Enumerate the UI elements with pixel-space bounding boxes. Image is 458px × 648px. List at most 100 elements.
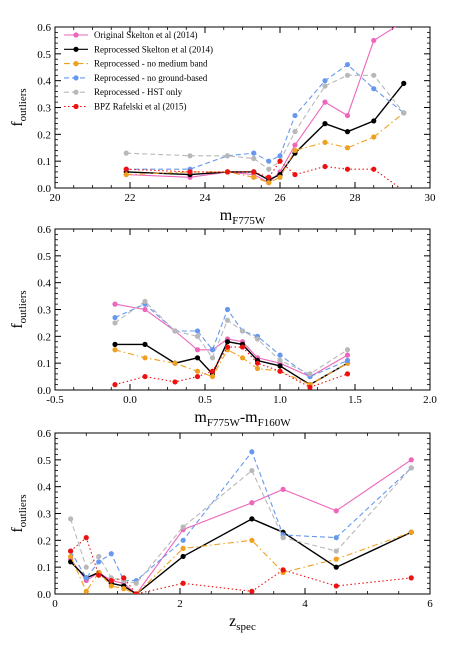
x-axis-label: mF775W bbox=[220, 207, 266, 227]
data-point-bpz-rafelski-et-al-2015 bbox=[280, 567, 286, 573]
data-point-bpz-rafelski-et-al-2015 bbox=[254, 360, 261, 366]
data-point-reprocessed-no-medium-band bbox=[180, 545, 186, 551]
x-tick-label: -0.5 bbox=[46, 394, 64, 406]
x-axis-label: zspec bbox=[229, 613, 256, 633]
data-point-bpz-rafelski-et-al-2015 bbox=[194, 373, 201, 380]
data-point-bpz-rafelski-et-al-2015 bbox=[408, 575, 414, 581]
y-tick-label: 0.5 bbox=[37, 455, 51, 467]
series-line-reprocessed-no-medium-band bbox=[114, 349, 348, 386]
y-tick-label: 0.3 bbox=[37, 509, 51, 521]
data-point-bpz-rafelski-et-al-2015 bbox=[96, 572, 102, 578]
data-point-reprocessed-no-ground-based bbox=[333, 535, 339, 541]
series-line-reprocessed-hst-only bbox=[126, 74, 405, 170]
y-axis-label: foutliers bbox=[9, 494, 29, 532]
data-point-bpz-rafelski-et-al-2015 bbox=[277, 368, 283, 374]
data-point-bpz-rafelski-et-al-2015 bbox=[333, 583, 339, 589]
plot-area bbox=[112, 298, 351, 390]
data-point-bpz-rafelski-et-al-2015 bbox=[142, 373, 148, 380]
data-point-reprocessed-hst-only bbox=[224, 153, 231, 159]
data-point-reprocessed-no-ground-based bbox=[108, 551, 114, 557]
data-point-reprocessed-no-medium-band bbox=[322, 139, 328, 145]
data-point-reprocessed-no-medium-band bbox=[142, 355, 148, 361]
data-point-reprocessed-hst-only bbox=[401, 110, 407, 116]
y-tick-label: 0.6 bbox=[37, 428, 51, 440]
data-point-reprocessed-hst-only bbox=[307, 371, 313, 377]
data-point-reprocessed-hst-only bbox=[344, 347, 351, 353]
data-point-reprocessed-hst-only bbox=[112, 320, 118, 326]
data-point-reprocessed-no-medium-band bbox=[266, 180, 272, 186]
data-point-reprocessed-skelton-et-al-2014 bbox=[112, 341, 118, 347]
legend-label: Reprocessed - no ground-based bbox=[94, 73, 208, 83]
data-point-reprocessed-no-ground-based bbox=[344, 357, 351, 364]
data-point-bpz-rafelski-et-al-2015 bbox=[224, 344, 231, 350]
y-tick-label: 0.1 bbox=[37, 358, 51, 370]
data-point-reprocessed-no-ground-based bbox=[112, 314, 118, 321]
data-point-bpz-rafelski-et-al-2015 bbox=[112, 382, 118, 388]
legend-label: Reprocessed Skelton et al (2014) bbox=[94, 44, 213, 54]
data-point-reprocessed-no-medium-band bbox=[251, 174, 257, 180]
plot-area bbox=[68, 449, 414, 594]
data-point-original-skelton-et-al-2014 bbox=[322, 99, 328, 105]
data-point-bpz-rafelski-et-al-2015 bbox=[307, 384, 313, 390]
data-point-original-skelton-et-al-2014 bbox=[401, 19, 406, 24]
y-tick-label: 0.2 bbox=[37, 535, 51, 547]
legend: Original Skelton et al (2014) Reprocessed… bbox=[64, 30, 213, 112]
legend-marker bbox=[73, 61, 79, 67]
data-point-reprocessed-hst-only bbox=[239, 328, 246, 334]
data-point-reprocessed-no-medium-band bbox=[112, 347, 118, 353]
data-point-bpz-rafelski-et-al-2015 bbox=[292, 171, 298, 178]
data-point-reprocessed-hst-only bbox=[83, 564, 89, 570]
data-point-reprocessed-skelton-et-al-2014 bbox=[180, 553, 186, 560]
series-line-reprocessed-skelton-et-al-2014 bbox=[70, 518, 412, 594]
series-line-reprocessed-no-ground-based bbox=[114, 303, 348, 378]
x-tick-label: 4 bbox=[302, 598, 308, 610]
data-point-reprocessed-no-medium-band bbox=[344, 145, 351, 151]
y-tick-label: 0.4 bbox=[37, 76, 51, 88]
data-point-reprocessed-hst-only bbox=[277, 357, 283, 364]
data-point-reprocessed-no-medium-band bbox=[123, 171, 129, 178]
y-tick-label: 0.1 bbox=[37, 562, 51, 574]
data-point-bpz-rafelski-et-al-2015 bbox=[108, 577, 114, 584]
data-point-bpz-rafelski-et-al-2015 bbox=[172, 379, 178, 385]
data-point-reprocessed-no-medium-band bbox=[68, 553, 74, 560]
data-point-reprocessed-no-medium-band bbox=[254, 365, 261, 372]
data-point-reprocessed-hst-only bbox=[322, 83, 328, 89]
data-point-bpz-rafelski-et-al-2015 bbox=[83, 535, 89, 541]
series-line-reprocessed-skelton-et-al-2014 bbox=[126, 82, 405, 181]
data-point-reprocessed-hst-only bbox=[123, 150, 129, 156]
plot-frame bbox=[54, 432, 431, 595]
data-point-reprocessed-no-ground-based bbox=[277, 352, 283, 358]
x-tick-label: 1.5 bbox=[348, 394, 362, 406]
y-tick-label: 0.1 bbox=[37, 156, 51, 168]
legend-marker bbox=[73, 46, 79, 52]
data-point-bpz-rafelski-et-al-2015 bbox=[401, 188, 406, 193]
data-point-bpz-rafelski-et-al-2015 bbox=[121, 575, 127, 581]
y-tick-label: 0.5 bbox=[37, 251, 51, 263]
data-point-reprocessed-skelton-et-al-2014 bbox=[401, 80, 407, 86]
data-point-reprocessed-hst-only bbox=[333, 548, 339, 554]
y-tick-label: 0.5 bbox=[37, 49, 51, 61]
data-point-bpz-rafelski-et-al-2015 bbox=[277, 158, 283, 164]
data-point-reprocessed-hst-only bbox=[292, 129, 298, 135]
series-line-original-skelton-et-al-2014 bbox=[70, 459, 412, 594]
x-axis-label: mF775W-mF160W bbox=[194, 409, 291, 429]
data-point-reprocessed-hst-only bbox=[254, 336, 261, 342]
data-point-bpz-rafelski-et-al-2015 bbox=[251, 169, 257, 175]
x-tick-label: 22 bbox=[125, 192, 136, 204]
data-point-reprocessed-no-medium-band bbox=[239, 355, 246, 361]
series-line-reprocessed-hst-only bbox=[70, 467, 412, 584]
data-point-reprocessed-skelton-et-al-2014 bbox=[371, 118, 377, 124]
data-point-reprocessed-no-medium-band bbox=[194, 368, 201, 374]
data-point-bpz-rafelski-et-al-2015 bbox=[187, 169, 193, 175]
data-point-reprocessed-hst-only bbox=[280, 535, 286, 541]
data-point-bpz-rafelski-et-al-2015 bbox=[239, 344, 246, 350]
data-point-reprocessed-skelton-et-al-2014 bbox=[277, 363, 283, 369]
data-point-reprocessed-no-medium-band bbox=[108, 583, 114, 589]
data-point-bpz-rafelski-et-al-2015 bbox=[322, 163, 328, 170]
data-point-bpz-rafelski-et-al-2015 bbox=[344, 371, 351, 377]
data-point-reprocessed-no-medium-band bbox=[371, 134, 377, 140]
y-tick-label: 0.0 bbox=[37, 589, 51, 601]
legend-label: Original Skelton et al (2014) bbox=[94, 30, 197, 40]
y-tick-label: 0.4 bbox=[37, 482, 51, 494]
y-tick-label: 0.6 bbox=[37, 224, 51, 236]
